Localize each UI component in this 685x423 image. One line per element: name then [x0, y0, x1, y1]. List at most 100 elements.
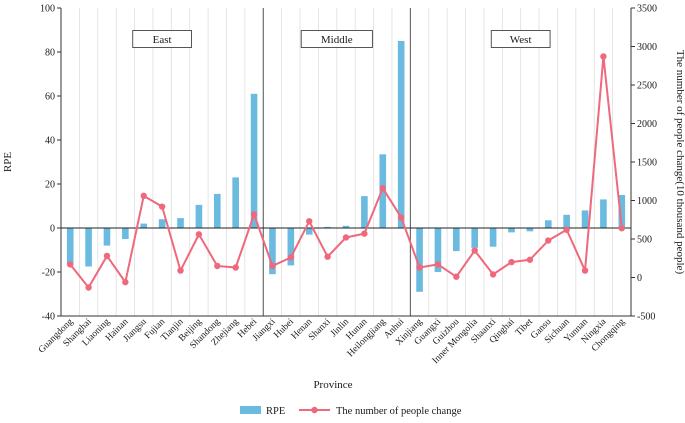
- rpe-bar: [471, 228, 479, 248]
- rpe-bar: [397, 41, 405, 228]
- region-label-box: [300, 30, 373, 48]
- y-left-tick-label: 0: [50, 224, 55, 235]
- rpe-bar: [581, 210, 589, 228]
- people-change-point: [287, 254, 295, 261]
- tick-labels: -40 -20 0 20 40 60 80 100 -500 0 500 1000 1500 2000 25…: [40, 4, 657, 323]
- people-change-point: [545, 237, 552, 244]
- people-change-point: [232, 264, 239, 271]
- people-change-point: [195, 231, 203, 238]
- rpe-bar: [250, 93, 258, 228]
- people-change-point: [140, 192, 147, 200]
- legend-people-label: The number of people change: [336, 406, 462, 417]
- y-right-tick-label: 0: [637, 273, 642, 284]
- y-right-tick-label: 1500: [637, 158, 657, 169]
- rpe-bar: [508, 228, 515, 233]
- rpe-bar: [324, 226, 331, 228]
- people-change-point: [563, 226, 570, 233]
- axes: [60, 8, 632, 317]
- region-label-box: [490, 30, 551, 48]
- people-change-point: [177, 267, 184, 274]
- y-left-tick-label: 60: [45, 92, 55, 103]
- region-label: East: [153, 34, 172, 46]
- rpe-bar: [122, 228, 129, 239]
- rpe-bar: [361, 196, 368, 228]
- rpe-bar: [416, 228, 423, 292]
- y-right-tick-label: 2500: [637, 81, 657, 92]
- y-right-tick-label: 3000: [637, 42, 657, 53]
- rpe-bar: [269, 228, 276, 275]
- people-change-point: [453, 273, 460, 280]
- y-left-tick-label: 100: [40, 4, 55, 15]
- y-right-tick-label: 1000: [637, 196, 657, 207]
- people-change-point: [471, 247, 478, 254]
- rpe-bar: [434, 228, 442, 272]
- rpe-bar: [213, 193, 221, 228]
- y-left-tick-label: 20: [45, 180, 55, 191]
- y-right-tick-label: 3500: [637, 4, 657, 15]
- people-change-point: [600, 53, 607, 60]
- people-change-point: [508, 258, 515, 266]
- people-change-point: [526, 256, 534, 263]
- x-axis-title: Province: [313, 379, 352, 391]
- region-label: West: [510, 34, 532, 46]
- people-change-line: [66, 53, 626, 291]
- people-change-point: [618, 225, 626, 232]
- rpe-bar: [563, 214, 570, 228]
- people-change-point: [66, 261, 74, 268]
- y-left-tick-label: 80: [45, 48, 55, 59]
- people-change-point: [158, 203, 166, 210]
- region-label: Middle: [321, 34, 353, 46]
- people-change-point: [250, 211, 258, 218]
- region-label-box: [132, 30, 192, 48]
- people-change-point: [361, 230, 368, 237]
- rpe-bars: [66, 41, 626, 292]
- rpe-bar: [544, 220, 552, 228]
- y-right-tick-label: 2000: [637, 119, 657, 130]
- rpe-bar: [526, 228, 534, 232]
- rpe-bar: [232, 177, 239, 228]
- legend-people-marker: [311, 406, 318, 414]
- rpe-bar: [489, 228, 497, 247]
- rpe-bar: [195, 204, 203, 228]
- people-change-point: [306, 218, 313, 225]
- grid-lines: [78, 8, 614, 316]
- rpe-bar: [600, 199, 607, 228]
- rpe-bar: [140, 223, 148, 228]
- people-change-point: [103, 252, 111, 260]
- people-change-point: [269, 262, 276, 270]
- rpe-bar: [453, 228, 460, 252]
- legend-rpe-label: RPE: [266, 406, 285, 417]
- category-labels: GuangdongShanghaiLiaoningHainanJiangsuFu…: [37, 316, 627, 366]
- rpe-bar: [618, 195, 626, 228]
- people-change-point: [214, 262, 221, 270]
- people-change-point: [434, 261, 442, 268]
- region-labels: East Middle West: [132, 30, 551, 48]
- y-right-tick-label: -500: [637, 312, 655, 323]
- people-change-point: [581, 267, 589, 274]
- people-change-point: [489, 271, 497, 278]
- rpe-bar: [342, 225, 350, 228]
- legend: RPE The number of people change: [240, 406, 462, 417]
- legend-rpe-swatch: [240, 406, 261, 414]
- people-change-point: [416, 264, 423, 271]
- y-axis-left-title: RPE: [2, 152, 14, 172]
- y-right-tick-label: 500: [637, 235, 652, 246]
- y-left-tick-label: -20: [42, 268, 55, 279]
- y-left-tick-label: 40: [45, 136, 55, 147]
- rpe-bar: [66, 228, 74, 266]
- rpe-bar: [103, 228, 111, 246]
- people-change-point: [379, 184, 386, 192]
- people-change-point: [324, 253, 331, 260]
- y-axis-right-title: The number of people change(10 thousand …: [674, 50, 685, 275]
- rpe-bar: [287, 228, 295, 266]
- rpe-bar: [158, 219, 166, 228]
- rpe-bar: [305, 228, 313, 235]
- rpe-bar: [85, 228, 92, 267]
- people-change-point: [122, 278, 129, 286]
- people-change-point: [85, 284, 92, 291]
- people-change-point: [397, 214, 405, 221]
- region-dividers: [262, 8, 411, 316]
- y-left-tick-label: -40: [42, 312, 55, 323]
- people-change-point: [342, 234, 350, 241]
